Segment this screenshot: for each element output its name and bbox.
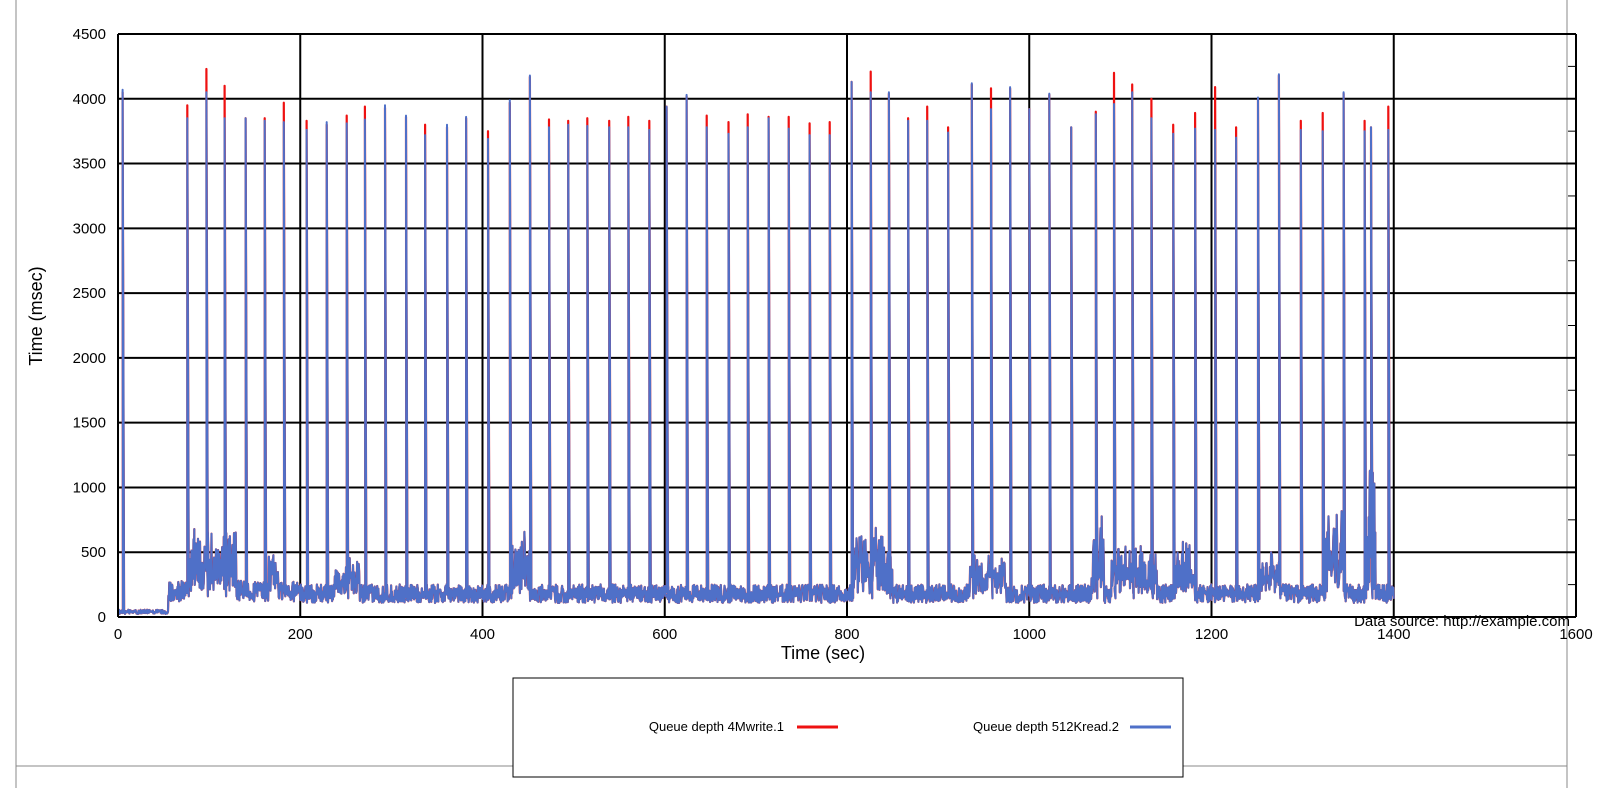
x-tick-label: 200	[288, 626, 313, 643]
y-tick-label: 3500	[73, 156, 106, 173]
x-tick-label: 800	[834, 626, 859, 643]
axes: 0 200 400 600 800 1000 1200 1400 1600 0 500 1000 150…	[73, 26, 1593, 643]
y-tick-label: 500	[81, 544, 106, 561]
y-tick-label: 2500	[73, 285, 106, 302]
y-tick-label: 4500	[73, 26, 106, 43]
x-tick-label: 1000	[1013, 626, 1046, 643]
x-tick-label: 1400	[1377, 626, 1410, 643]
y-tick-label: 1000	[73, 479, 106, 496]
x-tick-label: 0	[114, 626, 122, 643]
data-source-annotation: Data source: http://example.com	[1354, 613, 1570, 630]
x-tick-label: 400	[470, 626, 495, 643]
y-tick-label: 4000	[73, 91, 106, 108]
x-tick-label: 600	[652, 626, 677, 643]
legend-box	[512, 677, 1184, 778]
y-tick-label: 2000	[73, 350, 106, 367]
y-tick-label: 0	[98, 609, 106, 626]
series-lines	[117, 67, 1395, 615]
legend: Queue depth 4Mwrite.1 Queue depth 512Kre…	[512, 677, 1184, 778]
legend-label-series-1: Queue depth 4Mwrite.1	[649, 719, 784, 734]
x-axis-title: Time (sec)	[781, 643, 865, 663]
y-tick-label: 1500	[73, 415, 106, 432]
x-tick-label: 1200	[1195, 626, 1228, 643]
y-axis-title: Time (msec)	[26, 266, 46, 365]
x-tick-label: 1600	[1559, 626, 1592, 643]
y-tick-label: 3000	[73, 220, 106, 237]
series-line-512kread	[117, 73, 1395, 615]
legend-label-series-2: Queue depth 512Kread.2	[973, 719, 1119, 734]
